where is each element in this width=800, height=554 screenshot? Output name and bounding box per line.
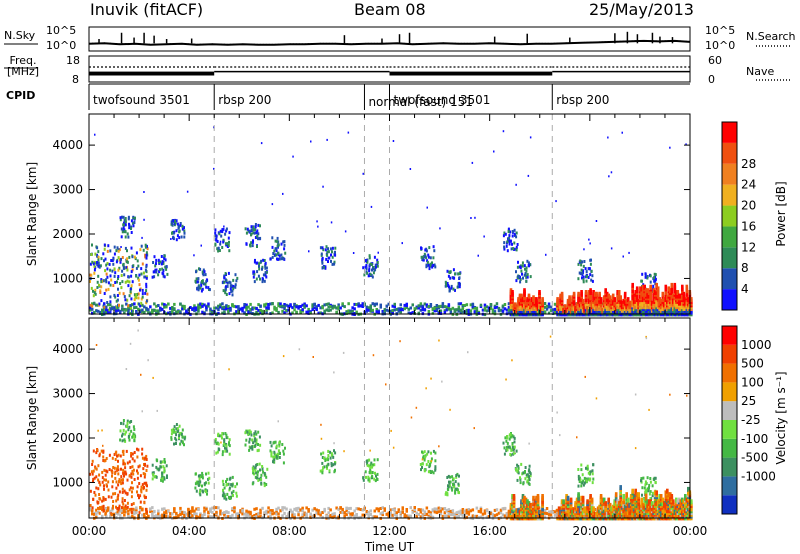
colorbar-swatch — [722, 226, 737, 248]
ytick-label: 4000 — [52, 342, 83, 356]
colorbar-swatch — [722, 163, 737, 185]
colorbar-level: 24 — [741, 178, 756, 192]
colorbar-swatch — [722, 495, 737, 514]
ytick-label: 1000 — [52, 475, 83, 489]
xtick-label: 00:00 — [72, 524, 107, 538]
station-title: Inuvik (fitACF) — [90, 0, 204, 19]
colorbar-swatch — [722, 268, 737, 290]
colorbar-level: -25 — [741, 413, 761, 427]
colorbar-level: 28 — [741, 157, 756, 171]
colorbar-level: 500 — [741, 357, 764, 371]
xlabel: Time UT — [364, 540, 415, 554]
ytick-label: 1000 — [52, 271, 83, 285]
noise-right-tick-bottom: 10^0 — [705, 39, 736, 52]
colorbar-swatch — [722, 438, 737, 458]
freq-tick-top: 18 — [66, 54, 80, 67]
cpid-mode-label: twofsound 3501 — [394, 93, 491, 107]
colorbar-frame — [721, 121, 738, 311]
colorbar-swatch — [722, 476, 737, 496]
colorbar-swatch — [722, 289, 737, 310]
power-data-cells — [89, 126, 693, 317]
colorbar-swatch — [722, 142, 737, 164]
colorbar-level: -1000 — [741, 469, 776, 483]
colorbar-level: -500 — [741, 451, 768, 465]
ytick-label: 3000 — [52, 183, 83, 197]
xtick-label: 20:00 — [573, 524, 608, 538]
colorbar-level: 8 — [741, 261, 749, 275]
colorbar-title: Power [dB] — [774, 181, 788, 246]
colorbar-level: -100 — [741, 432, 768, 446]
colorbar-swatch — [722, 363, 737, 383]
colorbar-level: 25 — [741, 394, 756, 408]
nsearch-label: N.Search — [746, 30, 796, 43]
colorbar-swatch — [722, 205, 737, 227]
xtick-label: 12:00 — [372, 524, 407, 538]
xtick-label: 00:00 — [673, 524, 708, 538]
nsearch-line — [88, 39, 691, 45]
ytick-label: 3000 — [52, 387, 83, 401]
colorbar-level: 4 — [741, 282, 749, 296]
xtick-label: 08:00 — [272, 524, 307, 538]
date-title: 25/May/2013 — [589, 0, 694, 19]
freq-band-segment — [89, 71, 215, 76]
colorbar-swatch — [722, 420, 737, 439]
colorbar-swatch — [722, 401, 737, 420]
colorbar-swatch — [722, 344, 737, 364]
colorbar-level: 16 — [741, 219, 756, 233]
ytick-label: 2000 — [52, 431, 83, 445]
colorbar-swatch — [722, 457, 737, 477]
cpid-mode-label: normal (fast) 151 — [368, 95, 472, 109]
colorbar-swatch — [722, 326, 737, 345]
colorbar-level: 1000 — [741, 338, 772, 352]
colorbar-swatch — [722, 184, 737, 206]
xtick-label: 16:00 — [472, 524, 507, 538]
freq-tick-bottom: 8 — [72, 73, 79, 86]
colorbar-title: Velocity [m s⁻¹] — [774, 371, 788, 464]
ylabel: Slant Range [km] — [25, 162, 39, 266]
noise-left-tick-top: 10^5 — [46, 24, 77, 37]
cpid-label: CPID — [6, 89, 36, 102]
cpid-mode-label: rbsp 200 — [556, 93, 609, 107]
noise-panel-frame — [88, 26, 691, 52]
velocity-data-cells — [89, 329, 693, 521]
noise-right-tick-top: 10^5 — [705, 24, 736, 37]
xtick-label: 04:00 — [172, 524, 207, 538]
ytick-label: 2000 — [52, 227, 83, 241]
colorbar-swatch — [722, 122, 737, 143]
beam-title: Beam 08 — [354, 0, 426, 19]
ylabel: Slant Range [km] — [25, 366, 39, 470]
colorbar-swatch — [722, 382, 737, 402]
nave-tick-top: 60 — [708, 54, 722, 67]
noise-left-tick-bottom: 10^0 — [46, 39, 77, 52]
freq-band-segment — [389, 71, 553, 76]
colorbar-frame — [721, 325, 738, 515]
freq-panel-frame — [88, 55, 691, 83]
freq-label: Freq. [MHz] — [6, 54, 40, 78]
nsky-label: N.Sky — [4, 29, 36, 42]
colorbar-level: 100 — [741, 375, 764, 389]
nsky-line — [88, 39, 691, 46]
cpid-mode-label: rbsp 200 — [218, 93, 271, 107]
nave-tick-bottom: 0 — [708, 73, 715, 86]
colorbar-swatch — [722, 247, 737, 269]
nave-label: Nave — [746, 65, 775, 78]
colorbar-level: 12 — [741, 240, 756, 254]
colorbar-level: 20 — [741, 199, 756, 213]
cpid-mode-label: twofsound 3501 — [93, 93, 190, 107]
ytick-label: 4000 — [52, 138, 83, 152]
